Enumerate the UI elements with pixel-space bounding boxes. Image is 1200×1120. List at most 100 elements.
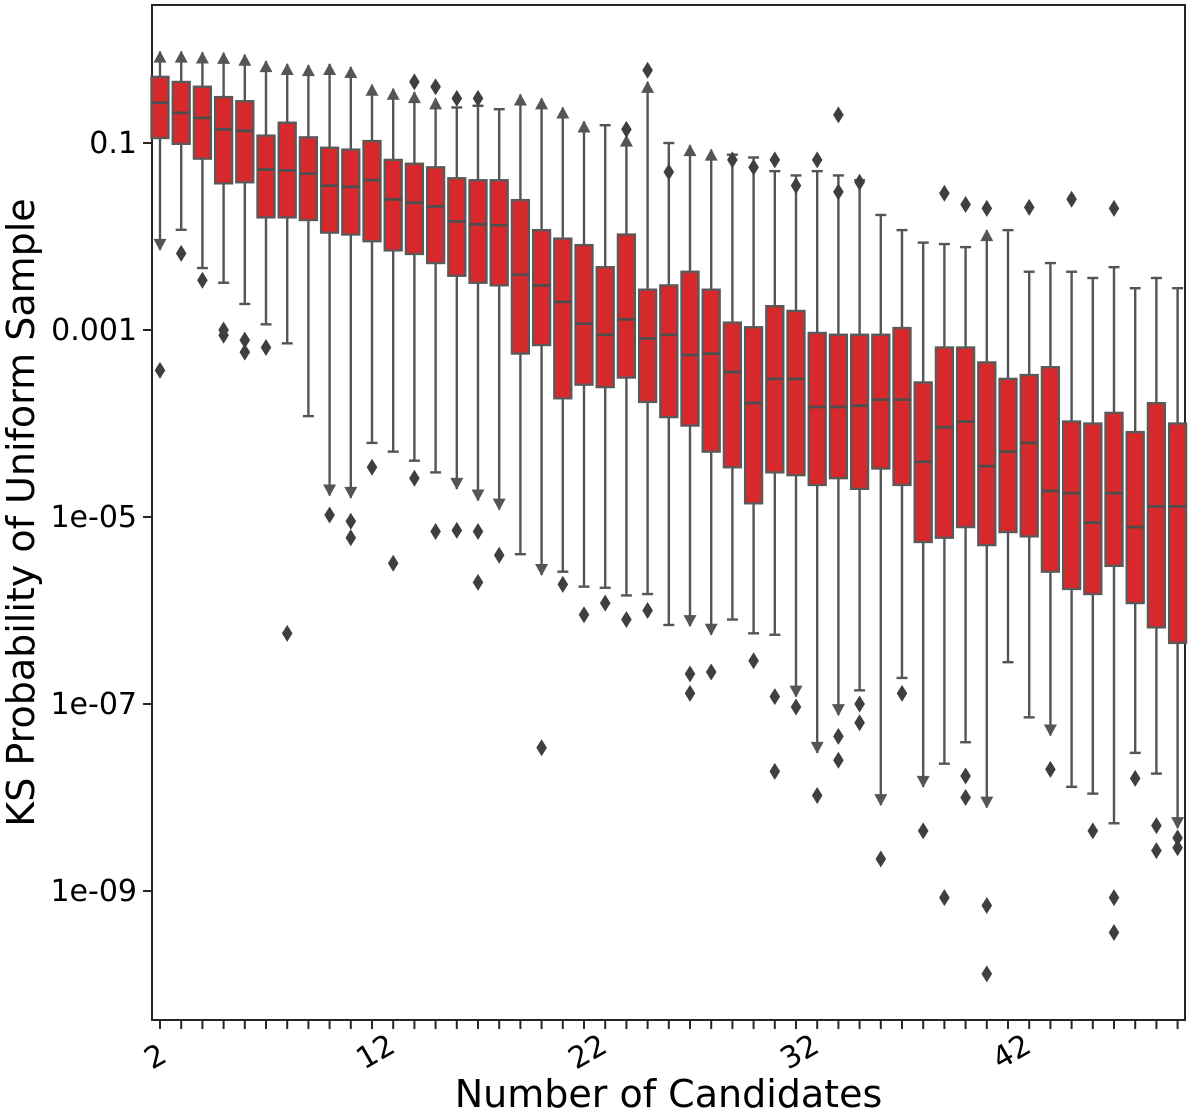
- box-n26: [659, 284, 679, 419]
- outlier-diamond: [790, 177, 802, 195]
- outlier-diamond: [1087, 822, 1099, 840]
- box-n21: [553, 237, 573, 400]
- box-n20: [531, 228, 552, 347]
- box-n31: [765, 304, 785, 474]
- box-n23: [595, 266, 615, 389]
- outlier-diamond: [960, 767, 971, 785]
- outlier-diamond: [1172, 839, 1183, 857]
- box-n9: [298, 136, 319, 222]
- whisker-arrow-up: [344, 65, 358, 78]
- outlier-diamond: [981, 199, 993, 217]
- box-n16: [447, 177, 467, 277]
- whisker-arrow-up: [407, 91, 421, 104]
- outlier-diamond: [854, 173, 865, 191]
- outlier-diamond: [854, 714, 865, 732]
- outlier-diamond: [960, 789, 971, 806]
- outlier-diamond: [621, 611, 632, 629]
- box-n10: [319, 146, 340, 234]
- outlier-diamond: [748, 652, 759, 670]
- box-n45: [1061, 420, 1082, 591]
- outlier-diamond: [218, 326, 229, 344]
- whisker-arrow-down: [492, 498, 506, 511]
- whisker-arrow-down: [153, 238, 167, 251]
- box-n37: [892, 326, 912, 487]
- outlier-diamond: [833, 183, 844, 201]
- box-n36: [871, 333, 891, 470]
- box-n50: [1167, 422, 1188, 645]
- outlier-diamond: [833, 751, 844, 769]
- outlier-diamond: [409, 73, 420, 91]
- box-n12: [362, 139, 382, 243]
- outlier-diamond: [1023, 198, 1035, 216]
- outlier-diamond: [811, 151, 823, 169]
- box-n14: [404, 162, 425, 256]
- outlier-diamond: [769, 688, 781, 706]
- box-n25: [637, 288, 658, 404]
- whisker-arrow-up: [259, 60, 273, 73]
- outlier-diamond: [260, 338, 272, 356]
- outlier-diamond: [811, 787, 823, 805]
- y-axis-label: KS Probability of Uniform Sample: [0, 198, 43, 826]
- outlier-diamond: [1172, 829, 1183, 847]
- whisker-arrow-up: [513, 93, 527, 106]
- whisker-arrow-down: [704, 623, 718, 636]
- whisker-arrow-down: [683, 615, 697, 628]
- outlier-diamond: [1108, 199, 1120, 217]
- outlier-diamond: [1066, 190, 1077, 208]
- box-n39: [934, 346, 955, 539]
- outlier-diamond: [642, 61, 653, 79]
- outlier-diamond: [578, 606, 590, 624]
- outlier-diamond: [1151, 817, 1162, 835]
- outlier-diamond: [875, 850, 887, 868]
- outlier-diamond: [833, 727, 844, 745]
- box-n15: [425, 166, 446, 265]
- x-tick-label: 2: [139, 1037, 173, 1077]
- box-n17: [468, 179, 488, 284]
- whisker-arrow-down: [1043, 724, 1057, 737]
- box-n13: [383, 158, 403, 252]
- box-n35: [849, 333, 870, 491]
- outlier-diamond: [599, 594, 611, 612]
- box-n19: [510, 198, 531, 355]
- box-n27: [680, 270, 700, 427]
- box-n22: [574, 243, 594, 386]
- whisker-arrow-down: [323, 484, 337, 497]
- whisker-arrow-down: [471, 489, 485, 502]
- box-n32: [786, 309, 806, 477]
- box-n41: [977, 361, 997, 547]
- box-n33: [807, 331, 827, 487]
- x-tick-label: 22: [563, 1028, 614, 1077]
- y-tick-label: 0.1: [89, 126, 137, 161]
- whisker-arrow-up: [577, 120, 591, 133]
- outlier-diamond: [981, 896, 993, 914]
- outlier-diamond: [642, 602, 653, 619]
- outlier-diamond: [705, 663, 717, 681]
- x-tick-label: 32: [775, 1028, 826, 1077]
- x-tick-label: 42: [987, 1028, 1038, 1077]
- box-n2: [150, 75, 170, 140]
- whisker-arrow-up: [195, 51, 209, 64]
- outlier-diamond: [727, 151, 738, 169]
- whisker-arrow-up: [280, 62, 294, 75]
- outlier-diamond: [663, 163, 675, 181]
- box-n48: [1125, 430, 1145, 605]
- outlier-diamond: [472, 89, 484, 107]
- whisker-arrow-down: [535, 563, 549, 576]
- box-n24: [616, 233, 637, 379]
- outlier-diamond: [239, 343, 251, 361]
- box-n4: [192, 85, 213, 160]
- whisker-arrow-up: [619, 134, 633, 147]
- outlier-diamond: [833, 106, 844, 124]
- whisker-arrow-down: [980, 796, 994, 809]
- outlier-diamond: [981, 965, 993, 983]
- whisker-arrow-down: [810, 741, 824, 754]
- whisker-arrow-up: [365, 83, 379, 96]
- outlier-diamond: [1108, 889, 1120, 907]
- whisker-arrow-up: [641, 80, 655, 93]
- outlier-diamond: [345, 512, 357, 530]
- outlier-diamond: [769, 762, 781, 780]
- whisker-arrow-down: [874, 794, 888, 807]
- whisker-arrow-down: [789, 685, 803, 698]
- box-n29: [722, 321, 743, 469]
